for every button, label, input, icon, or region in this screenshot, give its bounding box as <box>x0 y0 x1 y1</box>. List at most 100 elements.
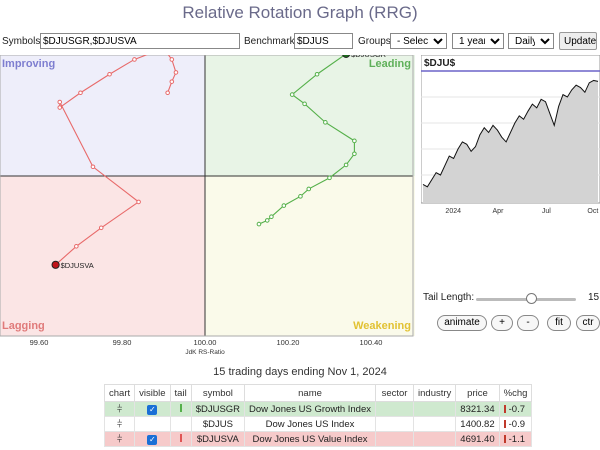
lagging-quadrant <box>0 176 205 336</box>
symbols-label: Symbols: <box>2 36 44 47</box>
symbols-table: chart visible tail symbol name sector in… <box>103 384 533 447</box>
price-cell: 1400.82 <box>455 416 500 432</box>
chart-icon[interactable]: ⫩ <box>103 416 136 432</box>
series-tail-point <box>352 138 357 144</box>
series-tail-point <box>302 101 307 107</box>
leading-label: Leading <box>369 58 411 70</box>
groups-select[interactable]: - Select - <box>390 33 447 49</box>
side-chart-title: $DJU$ <box>424 58 456 69</box>
header-tail[interactable]: tail <box>169 384 192 402</box>
pct-change-cell: -0.9 <box>508 418 525 430</box>
table-row: ⫩ $DJUS Dow Jones US Index 1400.82 -0.9 <box>103 416 533 432</box>
series-tail-point <box>327 175 332 181</box>
price-line <box>422 79 599 188</box>
x-tick-label: 99.60 <box>30 338 49 347</box>
series-tail-point <box>173 70 179 75</box>
x-tick-label: 100.20 <box>277 338 300 347</box>
visible-checkbox[interactable]: ✓ <box>147 404 158 415</box>
header-pct-change[interactable]: %chg <box>498 384 533 402</box>
series-tail-point <box>78 90 83 96</box>
series-label: $DJUSGR <box>351 55 387 59</box>
series-tail-point <box>57 99 63 105</box>
improving-label: Improving <box>2 58 55 70</box>
series-tail-point <box>343 162 349 168</box>
x-tick-label: 100.00 <box>194 338 217 347</box>
table-row: ⫩ ✓ $DJUSGR Dow Jones US Growth Index 83… <box>103 401 533 417</box>
series-label: $DJUSVA <box>61 261 94 270</box>
pct-change-cell: -0.7 <box>508 403 525 415</box>
symbol-cell[interactable]: $DJUSVA <box>190 431 246 447</box>
update-button[interactable]: Update <box>559 32 597 50</box>
series-tail-point <box>107 71 112 77</box>
benchmark-price-chart: $DJU$ 2024 Apr Jul Oct <box>420 54 600 217</box>
series-tail-point <box>90 164 96 170</box>
series-head-point <box>51 260 60 269</box>
center-button[interactable]: ctr <box>576 315 600 331</box>
sector-cell <box>375 401 415 417</box>
chart-icon[interactable]: ⫩ <box>103 431 136 447</box>
industry-cell <box>413 431 457 447</box>
series-tail-point <box>256 221 262 227</box>
tail-length-control: Tail Length: 15 <box>421 292 600 306</box>
plot-border <box>0 55 414 337</box>
symbols-input[interactable] <box>40 33 240 49</box>
series-tail-point <box>57 105 63 110</box>
lagging-label: Lagging <box>2 320 45 332</box>
header-name[interactable]: name <box>244 384 377 402</box>
side-x-tick-label: Apr <box>493 208 505 215</box>
visible-checkbox[interactable]: ✓ <box>147 434 158 445</box>
benchmark-input[interactable] <box>294 33 353 49</box>
series-tail-point <box>306 186 312 192</box>
negative-change-marker <box>503 404 506 413</box>
rrg-chart: Improving Leading Lagging Weakening 99.6… <box>0 55 415 358</box>
fit-button[interactable]: fit <box>547 315 571 331</box>
table-row: ⫩ ✓ $DJUSVA Dow Jones US Value Index 469… <box>103 431 533 447</box>
weakening-label: Weakening <box>353 320 411 332</box>
header-chart[interactable]: chart <box>103 384 136 402</box>
toolbar: Symbols: Benchmark: Groups: - Select - 1… <box>0 32 600 52</box>
x-tick-label: 100.40 <box>360 338 383 347</box>
side-x-tick-label: 2024 <box>445 208 461 215</box>
tail-length-label: Tail Length: <box>423 292 475 303</box>
period-select[interactable]: 1 year <box>452 33 504 49</box>
header-symbol[interactable]: symbol <box>190 384 246 402</box>
improving-quadrant <box>0 55 205 176</box>
header-price[interactable]: price <box>455 384 500 402</box>
series-tail-point <box>169 79 175 84</box>
tail-toggle[interactable] <box>179 403 182 412</box>
sector-cell <box>375 416 415 432</box>
tail-length-value: 15 <box>588 292 600 303</box>
name-cell: Dow Jones US Value Index <box>244 431 377 447</box>
header-sector[interactable]: sector <box>375 384 415 402</box>
zoom-out-button[interactable]: - <box>517 315 539 331</box>
chart-icon[interactable]: ⫩ <box>103 401 136 417</box>
zoom-in-button[interactable]: + <box>491 315 513 331</box>
chart-buttons: animate + - fit ctr <box>437 315 600 333</box>
negative-change-marker <box>503 419 506 428</box>
series-tail-point <box>289 92 295 97</box>
name-cell: Dow Jones US Index <box>244 416 377 432</box>
groups-label: Groups: <box>358 36 394 47</box>
price-cell: 8321.34 <box>455 401 500 417</box>
series-head-point <box>342 55 351 58</box>
series-tail-point <box>269 214 274 219</box>
animate-button[interactable]: animate <box>437 315 487 331</box>
page-title: Relative Rotation Graph (RRG) <box>182 3 418 22</box>
symbol-cell[interactable]: $DJUSGR <box>190 401 246 417</box>
series-tail-point <box>323 120 328 125</box>
name-cell: Dow Jones US Growth Index <box>244 401 377 417</box>
series-tail-point <box>132 57 137 62</box>
frequency-select[interactable]: Daily <box>508 33 554 49</box>
header-industry[interactable]: industry <box>413 384 457 402</box>
series-tail-point <box>165 90 170 96</box>
symbol-cell[interactable]: $DJUS <box>190 416 246 432</box>
pct-change-cell: -1.1 <box>508 433 525 445</box>
visible-cell <box>134 416 171 432</box>
weakening-quadrant <box>205 176 415 336</box>
series-tail-point <box>298 194 303 199</box>
header-visible[interactable]: visible <box>134 384 171 402</box>
leading-quadrant <box>205 55 415 176</box>
tail-length-slider-handle[interactable] <box>526 293 537 304</box>
series-tail-point <box>169 57 175 62</box>
tail-toggle[interactable] <box>179 433 182 442</box>
